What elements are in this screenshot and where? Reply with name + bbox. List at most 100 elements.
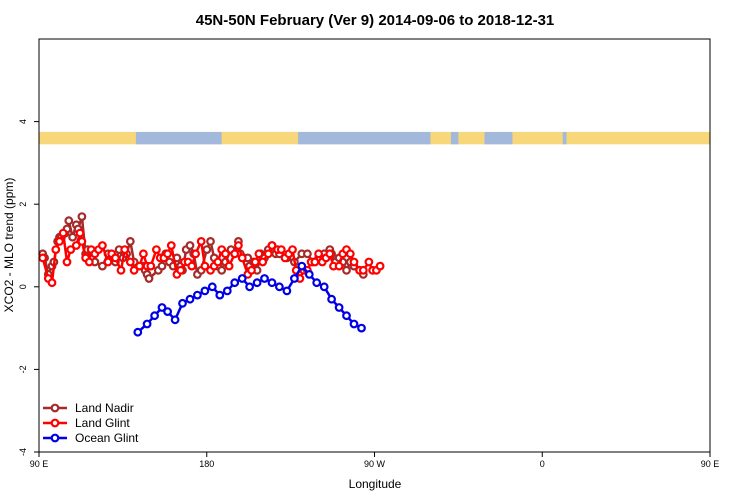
y-tick-label: -2 (18, 365, 28, 373)
data-point (224, 261, 234, 271)
data-point (303, 249, 312, 259)
data-point (103, 257, 113, 267)
data-point (319, 282, 329, 292)
data-point (84, 257, 94, 267)
data-point (196, 236, 206, 246)
y-axis: -4 -2 0 2 4 (18, 119, 39, 456)
data-point (282, 286, 292, 296)
data-point (125, 236, 135, 246)
data-point (38, 253, 48, 263)
data-point (245, 282, 255, 292)
data-point (75, 228, 85, 238)
data-point (166, 241, 176, 250)
data-point (297, 261, 307, 271)
land-mask-band (39, 131, 710, 145)
data-point (357, 323, 366, 333)
data-point (120, 245, 130, 255)
data-point (304, 270, 314, 279)
chart-title: 45N-50N February (Ver 9) 2014-09-06 to 2… (196, 12, 555, 29)
data-point (151, 245, 161, 255)
data-point (62, 257, 72, 267)
data-point (163, 249, 173, 259)
data-point (349, 257, 359, 267)
data-point (325, 249, 335, 259)
x-tick-label: 90 W (364, 459, 386, 469)
plot-frame (38, 38, 711, 453)
data-point (191, 249, 201, 259)
data-point (110, 253, 120, 263)
data-point (207, 282, 217, 292)
legend-item-ocean-glint: Ocean Glint (43, 431, 139, 445)
ocean-segment (135, 131, 222, 145)
data-point (77, 236, 87, 246)
data-point (97, 261, 107, 271)
data-point (47, 278, 57, 288)
data-point (358, 265, 368, 275)
data-point (176, 265, 186, 275)
data-point (375, 261, 385, 271)
data-point (71, 241, 81, 250)
x-tick-label: 0 (540, 459, 545, 469)
data-point (233, 241, 243, 250)
data-point (364, 257, 374, 267)
data-point (213, 257, 223, 267)
legend-swatch-marker (50, 403, 60, 413)
data-point (258, 257, 268, 267)
data-point (187, 261, 197, 271)
data-point (178, 298, 187, 308)
data-point (157, 303, 167, 312)
data-point (215, 290, 225, 300)
data-point (150, 311, 160, 321)
data-point (185, 294, 195, 304)
legend-item-land-nadir: Land Nadir (43, 401, 134, 415)
data-point (334, 261, 344, 271)
ocean-segment (298, 131, 431, 145)
data-point (206, 236, 215, 246)
data-point (217, 265, 227, 275)
ocean-segment (484, 131, 513, 145)
data-point (263, 249, 273, 259)
data-point (192, 290, 202, 300)
data-point (144, 274, 154, 283)
data-point (252, 278, 262, 288)
data-point (222, 286, 232, 296)
data-point (200, 261, 210, 271)
data-point (170, 315, 180, 325)
data-point (345, 249, 355, 259)
series-ocean-glint (133, 261, 366, 337)
data-point (290, 274, 299, 283)
data-point (314, 249, 324, 259)
legend-swatch-marker (50, 418, 60, 428)
ocean-segment (450, 131, 459, 145)
data-point (254, 249, 264, 259)
data-point (51, 245, 61, 255)
data-point (116, 265, 126, 275)
data-point (142, 319, 152, 329)
data-point (342, 265, 351, 275)
data-point (138, 249, 148, 259)
legend-label: Ocean Glint (75, 431, 139, 445)
x-axis: 90 E 180 90 W 0 90 E (30, 452, 719, 469)
legend-label: Land Glint (75, 416, 130, 430)
y-tick-label: -4 (18, 448, 28, 456)
data-point (185, 241, 195, 250)
data-point (237, 253, 247, 263)
data-point (125, 257, 135, 267)
data-point (220, 249, 230, 259)
data-point (146, 261, 156, 271)
data-point (133, 327, 143, 337)
y-tick-label: 2 (18, 202, 28, 207)
data-point (275, 282, 284, 292)
data-point (250, 257, 260, 267)
data-point (200, 286, 210, 296)
legend-label: Land Nadir (75, 401, 134, 415)
data-point (312, 278, 322, 288)
data-point (230, 278, 240, 288)
y-axis-label: XCO2 - MLO trend (ppm) (2, 178, 16, 313)
ocean-segment (562, 131, 567, 145)
data-point (247, 265, 256, 275)
data-point (230, 249, 240, 259)
y-tick-label: 4 (18, 119, 28, 124)
